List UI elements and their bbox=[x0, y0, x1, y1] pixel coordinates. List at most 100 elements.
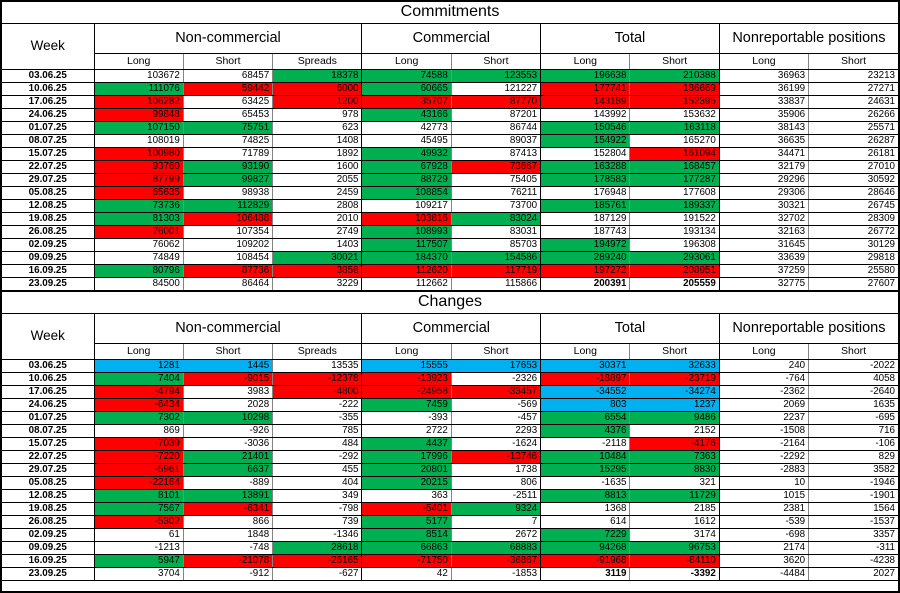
week-cell: 09.09.25 bbox=[2, 541, 95, 555]
value-cell: 829 bbox=[808, 450, 898, 464]
value-cell: 3856 bbox=[272, 264, 363, 278]
group-header-row: Week Non-commercial Commercial Total Nonrepo… bbox=[2, 313, 898, 360]
table-row: 15.07.25 100980 71789 1892 49932 87413 152804 1… bbox=[2, 147, 898, 161]
value-cell: 43166 bbox=[361, 108, 452, 122]
column-header: Long bbox=[94, 343, 184, 360]
value-cell: 36635 bbox=[719, 134, 810, 148]
value-cell: -292 bbox=[272, 450, 363, 464]
group-header: Commercial bbox=[361, 313, 542, 344]
value-cell: 2027 bbox=[808, 567, 898, 581]
value-cell: 26772 bbox=[808, 225, 898, 239]
value-cell: 15555 bbox=[361, 359, 452, 373]
table-row: 29.07.25 -5961 6637 455 20801 1738 15295 8830 -2… bbox=[2, 463, 898, 477]
value-cell: -4238 bbox=[808, 554, 898, 568]
value-cell: 187743 bbox=[540, 225, 631, 239]
value-cell: -9015 bbox=[183, 372, 274, 386]
value-cell: -355 bbox=[272, 411, 363, 425]
value-cell: 71789 bbox=[183, 147, 274, 161]
value-cell: 32163 bbox=[719, 225, 810, 239]
value-cell: -4800 bbox=[272, 385, 363, 399]
column-header: Spreads bbox=[272, 53, 363, 70]
value-cell: 2028 bbox=[183, 398, 274, 412]
value-cell: 27607 bbox=[808, 277, 898, 291]
value-cell: 6000 bbox=[272, 82, 363, 96]
value-cell: 869 bbox=[94, 424, 184, 438]
value-cell: -2511 bbox=[451, 489, 542, 503]
week-cell: 12.08.25 bbox=[2, 489, 95, 503]
week-cell: 10.06.25 bbox=[2, 82, 95, 96]
table-title: Changes bbox=[2, 291, 898, 314]
value-cell: 2152 bbox=[629, 424, 720, 438]
changes-title-row: Changes bbox=[2, 291, 898, 314]
value-cell: 189337 bbox=[629, 199, 720, 213]
column-header: Short bbox=[183, 53, 274, 70]
table-row: 05.08.25 65635 98938 2459 108854 76211 176948 1… bbox=[2, 186, 898, 200]
value-cell: 66863 bbox=[361, 541, 452, 555]
value-cell: 184370 bbox=[361, 251, 452, 265]
value-cell: 30021 bbox=[272, 251, 363, 265]
table-row: 16.09.25 80796 87736 3856 112620 117719 197272… bbox=[2, 264, 898, 278]
table-title: Commitments bbox=[2, 2, 898, 24]
value-cell: -2883 bbox=[719, 463, 810, 477]
table-row: 23.09.25 84500 86464 3229 112662 115866 200391… bbox=[2, 277, 898, 291]
value-cell: 103672 bbox=[94, 69, 184, 83]
value-cell: -2292 bbox=[719, 450, 810, 464]
value-cell: 76001 bbox=[94, 225, 184, 239]
value-cell: 210388 bbox=[629, 69, 720, 83]
value-cell: -1213 bbox=[94, 541, 184, 555]
table-row: 17.06.25 106282 63425 1200 35707 87770 143189 1… bbox=[2, 95, 898, 109]
value-cell: 5947 bbox=[94, 554, 184, 568]
value-cell: 76211 bbox=[451, 186, 542, 200]
week-cell: 29.07.25 bbox=[2, 463, 95, 477]
value-cell: 7567 bbox=[94, 502, 184, 516]
value-cell: 13891 bbox=[183, 489, 274, 503]
value-cell: 3357 bbox=[808, 528, 898, 542]
group-header: Total bbox=[540, 23, 720, 54]
value-cell: 163118 bbox=[629, 121, 720, 135]
table-row: 12.08.25 73736 112829 2808 109217 73700 185761… bbox=[2, 199, 898, 213]
value-cell: 68457 bbox=[183, 69, 274, 83]
value-cell: -2326 bbox=[451, 372, 542, 386]
value-cell: 153632 bbox=[629, 108, 720, 122]
week-cell: 02.09.25 bbox=[2, 238, 95, 252]
value-cell: 68883 bbox=[451, 541, 542, 555]
value-cell: 1368 bbox=[540, 502, 631, 516]
week-cell: 08.07.25 bbox=[2, 134, 95, 148]
value-cell: 13535 bbox=[272, 359, 363, 373]
value-cell: -393 bbox=[361, 411, 452, 425]
value-cell: 73667 bbox=[451, 160, 542, 174]
value-cell: -764 bbox=[719, 372, 810, 386]
value-cell: 1445 bbox=[183, 359, 274, 373]
value-cell: -22164 bbox=[94, 476, 184, 490]
week-cell: 29.07.25 bbox=[2, 173, 95, 187]
value-cell: 1600 bbox=[272, 160, 363, 174]
value-cell: 81303 bbox=[94, 212, 184, 226]
value-cell: 80796 bbox=[94, 264, 184, 278]
table-row: 26.08.25 76001 107354 2749 108993 83031 187743… bbox=[2, 225, 898, 239]
value-cell: 28309 bbox=[808, 212, 898, 226]
value-cell: -2022 bbox=[808, 359, 898, 373]
value-cell: 32633 bbox=[629, 359, 720, 373]
table-row: 09.09.25 74849 108454 30021 184370 154586 2892… bbox=[2, 251, 898, 265]
value-cell: 21401 bbox=[183, 450, 274, 464]
value-cell: 2381 bbox=[719, 502, 810, 516]
value-cell: -18897 bbox=[540, 372, 631, 386]
column-header: Short bbox=[451, 53, 542, 70]
value-cell: 2174 bbox=[719, 541, 810, 555]
week-cell: 16.09.25 bbox=[2, 264, 95, 278]
value-cell: -695 bbox=[808, 411, 898, 425]
value-cell: 74825 bbox=[183, 134, 274, 148]
value-cell: 65635 bbox=[94, 186, 184, 200]
value-cell: 200391 bbox=[540, 277, 631, 291]
value-cell: 74849 bbox=[94, 251, 184, 265]
table-row: 01.07.25 107150 75751 623 42773 86744 150546 16… bbox=[2, 121, 898, 135]
changes-body: 03.06.25 1281 1445 13535 15555 17653 30371 3263… bbox=[2, 359, 898, 581]
column-header-row: Long Short Spreads Long Short Long Short Long Sh… bbox=[2, 53, 898, 70]
value-cell: 86744 bbox=[451, 121, 542, 135]
value-cell: 7459 bbox=[361, 398, 452, 412]
value-cell: 26181 bbox=[808, 147, 898, 161]
value-cell: 24631 bbox=[808, 95, 898, 109]
table-row: 23.09.25 3704 -912 -627 42 -1853 3119 -3392 -448… bbox=[2, 567, 898, 581]
week-cell: 24.06.25 bbox=[2, 398, 95, 412]
value-cell: 87736 bbox=[183, 264, 274, 278]
